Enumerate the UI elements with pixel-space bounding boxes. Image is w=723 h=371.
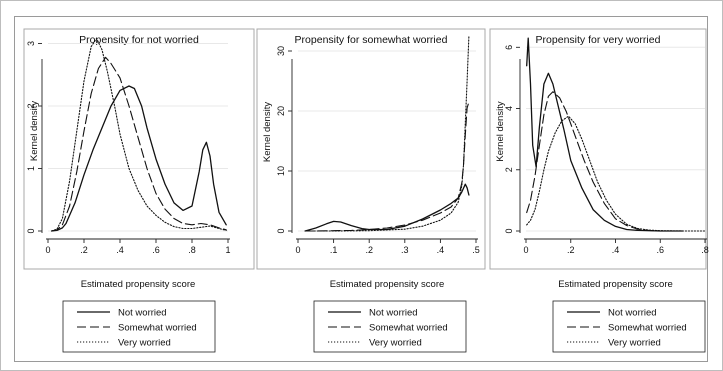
y-tick-label: 2 [26,103,36,108]
legend-box [62,300,216,353]
x-tick-label: 0 [45,245,50,255]
x-tick-label: .8 [701,245,709,255]
y-axis-label: Kernel density [262,102,273,162]
chart-title: Propensity for very worried [536,34,661,46]
y-tick-label: 2 [504,167,514,172]
y-tick-label: 3 [26,41,36,46]
legend-label: Somewhat worried [369,323,448,334]
legend-label: Very worried [608,338,661,349]
x-tick-label: .1 [330,245,338,255]
x-axis-label: Estimated propensity score [558,279,673,290]
series-line-somewhat-worried [304,101,470,232]
series-line-very-worried [304,35,470,232]
y-tick-label: 0 [504,228,514,233]
x-tick-label: .4 [116,245,124,255]
chart-title: Propensity for not worried [79,34,199,46]
y-axis-label: Kernel density [29,101,40,161]
chart-frame [256,28,486,270]
y-tick-label: 4 [504,106,514,111]
y-tick-label: 10 [276,166,286,176]
legend-label: Not worried [369,308,418,319]
chart-frame [23,28,255,270]
legend-label: Somewhat worried [608,323,687,334]
legend-label: Not worried [118,308,167,319]
x-axis-label: Estimated propensity score [81,279,196,290]
y-tick-label: 6 [504,45,514,50]
x-axis-label: Estimated propensity score [330,279,445,290]
series-line-somewhat-worried [51,56,227,232]
legend-label: Somewhat worried [118,323,197,334]
legend: Not worried Somewhat worried Very worried [62,300,216,353]
y-tick-label: 0 [276,228,286,233]
x-tick-label: .2 [567,245,575,255]
chart-title: Propensity for somewhat worried [295,34,448,46]
chart-panel-1: Propensity for not worried 0 1 2 3 Kernel den… [23,28,255,353]
legend-box [313,300,467,353]
x-tick-label: .2 [365,245,373,255]
chart-panel-2: Propensity for somewhat worried 0 10 20 30 Ke… [256,28,486,353]
legend: Not worried Somewhat worried Very worried [313,300,467,353]
y-tick-label: 1 [26,166,36,171]
x-tick-label: 1 [225,245,230,255]
y-tick-label: 30 [276,46,286,56]
legend-label: Very worried [369,338,422,349]
chart-panel-3: Propensity for very worried 0 2 4 6 Kernel de… [489,28,709,353]
x-tick-label: .6 [656,245,664,255]
x-tick-label: .2 [80,245,88,255]
y-tick-label: 0 [26,228,36,233]
series-line-somewhat-worried [526,91,684,232]
x-tick-label: .3 [401,245,409,255]
x-tick-label: 0 [523,245,528,255]
series-line-not-worried [526,37,684,232]
y-tick-label: 20 [276,106,286,116]
legend: Not worried Somewhat worried Very worried [552,300,706,353]
legend-label: Not worried [608,308,657,319]
x-tick-label: 0 [295,245,300,255]
series-line-not-worried [50,85,227,232]
x-tick-label: .6 [152,245,160,255]
y-axis-label: Kernel density [495,101,506,161]
x-tick-label: .5 [472,245,480,255]
series-line-very-worried [51,37,227,232]
x-tick-label: .4 [612,245,620,255]
x-tick-label: .4 [437,245,445,255]
x-tick-label: .8 [188,245,196,255]
series-line-not-worried [304,183,470,232]
legend-box [552,300,706,353]
chart-frame [489,28,707,270]
legend-label: Very worried [118,338,171,349]
